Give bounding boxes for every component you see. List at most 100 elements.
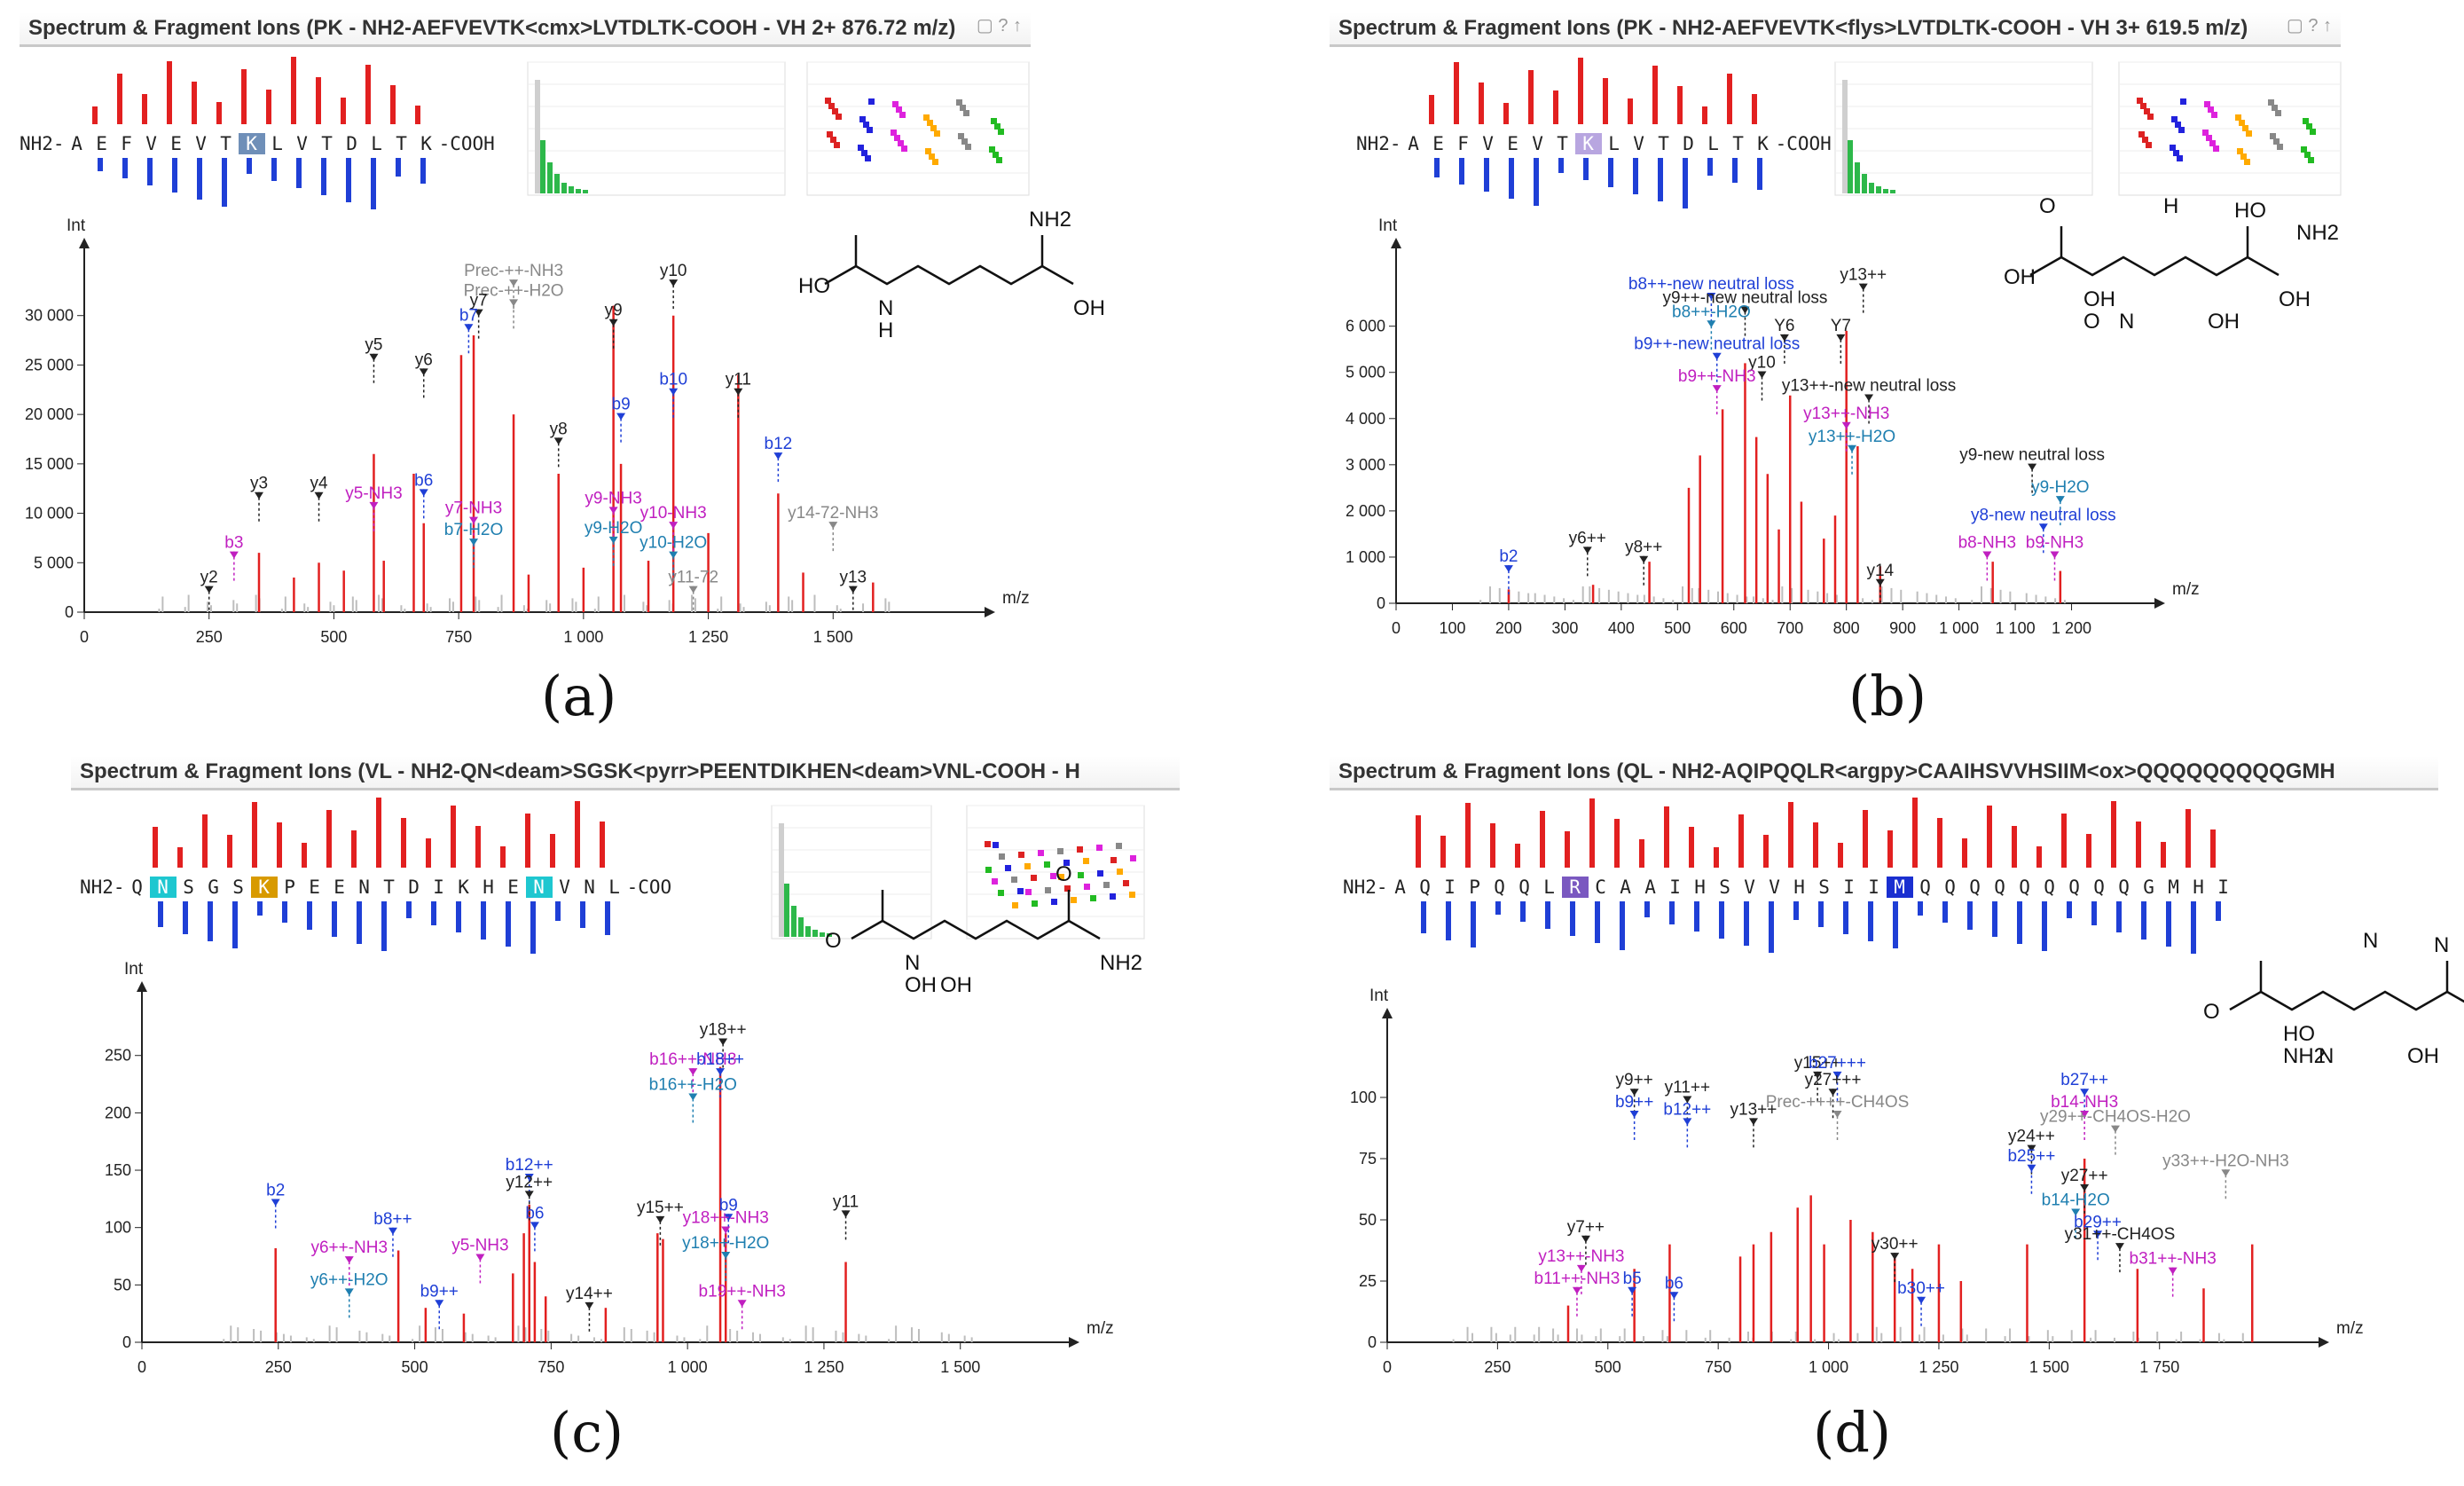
seq-residue: T (396, 133, 407, 154)
x-tick-label: 1 200 (2052, 619, 2091, 637)
structure-atom-label: N (2363, 929, 2378, 953)
annotation-marker (841, 1210, 851, 1218)
annotation-marker (2093, 1230, 2103, 1238)
annotation-marker (1707, 293, 1716, 301)
panel-b-header: Spectrum & Fragment Ions (PK - NH2-AEFVE… (1330, 12, 2341, 47)
y-ion-bar (1769, 901, 1774, 953)
annotation-marker (608, 536, 618, 544)
seq-residue: V (1769, 877, 1780, 898)
ion-annotation: y13++-new neutral loss (1782, 377, 1956, 396)
structure-atom-label: OH (905, 973, 937, 997)
mini-error-point (2175, 122, 2181, 128)
structure-atom-label: HO (798, 274, 830, 298)
y-tick-label: 100 (1350, 1089, 1377, 1106)
x-axis-label: m/z (2336, 1319, 2364, 1338)
mini-error-point (861, 150, 867, 156)
mini-error-point (868, 98, 875, 105)
mini-histogram-bar (820, 932, 825, 937)
seq-residue: V (559, 877, 570, 898)
mini-error-point (1071, 897, 1077, 903)
seq-residue: V (145, 133, 157, 154)
x-tick-label: 700 (1777, 619, 1803, 637)
x-axis-label: m/z (1087, 1319, 1114, 1338)
y-ion-bar (197, 158, 202, 200)
window-controls-icon[interactable]: ▢ ? ↑ (2286, 16, 2332, 35)
seq-residue: V (1633, 133, 1644, 154)
mini-error-point (1096, 845, 1103, 851)
panel-a-sequence: NH2- A E F V E V T K L V T D L T K -COOH (20, 133, 495, 154)
seq-residue: V (195, 133, 207, 154)
x-tick-label: 100 (1439, 619, 1465, 637)
mini-histogram-bar (1842, 80, 1848, 193)
annotation-marker (2050, 551, 2060, 559)
y-axis-arrow (1391, 238, 1401, 248)
ion-annotation: b10 (659, 371, 687, 389)
x-axis-arrow (985, 607, 995, 617)
b-ion-bar (365, 65, 371, 124)
x-tick-label: 750 (1705, 1358, 1731, 1376)
annotation-marker (718, 1038, 728, 1046)
b-ion-bar (1752, 94, 1757, 124)
ion-annotation: y18++ (700, 1020, 747, 1039)
annotation-marker (669, 522, 679, 530)
ion-annotation: y6++-H2O (310, 1270, 388, 1289)
b-ion-bar (2012, 826, 2017, 868)
mini-error-point (1123, 880, 1129, 886)
mini-error-point (836, 114, 842, 120)
b-ion-bar (1788, 802, 1793, 868)
b-ion-bar (426, 838, 431, 868)
structure-atom-label: OH (2407, 1044, 2439, 1068)
x-tick-label: 1 000 (1939, 619, 1979, 637)
ion-annotation: b27++ (2060, 1071, 2108, 1089)
annotation-marker (688, 586, 698, 594)
annotation-marker (1982, 551, 1992, 559)
seq-residue: A (1620, 877, 1631, 898)
ion-annotation: Y6 (1774, 317, 1794, 335)
y-ion-bar (2216, 901, 2221, 921)
y-ion-bar (222, 158, 227, 207)
panel-c-header: Spectrum & Fragment Ions (VL - NH2-QN<de… (71, 756, 1180, 790)
mini-histogram-bar (784, 884, 789, 937)
ion-annotation: b12++ (506, 1156, 553, 1175)
b-ion-bar (351, 830, 357, 868)
seq-residue: D (408, 877, 420, 898)
y-ion-bar (257, 901, 263, 916)
mini-error-point (2142, 137, 2148, 143)
mini-error-point (1017, 888, 1024, 894)
ion-annotation: y10-NH3 (640, 504, 707, 523)
x-tick-label: 1 250 (804, 1358, 844, 1376)
b-ion-bar (1912, 798, 1918, 868)
mini-error-point (828, 103, 835, 109)
y-ion-bar (1633, 158, 1638, 194)
ion-annotation: y11-72 (668, 569, 718, 587)
seq-residue: E (170, 133, 182, 154)
seq-prefix: NH2- (20, 133, 65, 154)
window-controls-icon[interactable]: ▢ ? ↑ (976, 16, 1022, 35)
structure-atom-label: H (878, 318, 893, 342)
seq-residue: Q (2068, 877, 2080, 898)
structure-atom-label: OH (940, 973, 972, 997)
ion-annotation: b8++-H2O (1672, 303, 1751, 321)
y-ion-bar (1669, 901, 1675, 924)
mini-error-point (901, 145, 907, 152)
seq-prefix: NH2- (1343, 877, 1388, 898)
b-ion-bar (1578, 58, 1583, 124)
mini-histogram-bar (1848, 140, 1853, 193)
structure-bond (2229, 990, 2464, 1011)
b-ion-bar (475, 826, 481, 868)
annotation-marker (1875, 578, 1885, 586)
mini-histogram-bar (812, 930, 818, 937)
ion-annotation: b9++-NH3 (1678, 367, 1756, 386)
y-ion-bar (1608, 158, 1613, 187)
y-ion-bar (580, 901, 585, 928)
mini-histogram-bar (791, 906, 796, 937)
annotation-marker (1779, 334, 1789, 342)
y-ion-bar (1893, 901, 1898, 948)
structure-atom-label: OH (2004, 265, 2036, 289)
y-tick-label: 50 (114, 1276, 131, 1293)
b-ion-bar (415, 106, 420, 124)
annotation-marker (1813, 1071, 1823, 1079)
seq-residue: L (271, 133, 283, 154)
b-ion-bar (2210, 829, 2216, 868)
mini-error-point (1110, 893, 1116, 900)
